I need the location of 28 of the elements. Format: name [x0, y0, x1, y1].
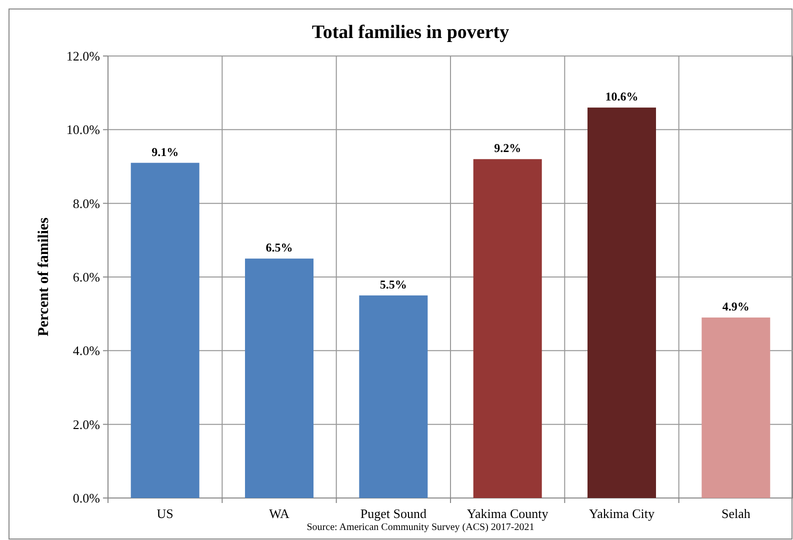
x-tick-label: US [156, 506, 174, 521]
bar [702, 318, 770, 498]
source-note: Source: American Community Survey (ACS) 2017-2021 [306, 522, 534, 533]
x-tick-label: Yakima County [466, 506, 549, 521]
x-tick-label: Yakima City [589, 506, 655, 521]
y-tick-label: 4.0% [72, 343, 100, 358]
data-label: 9.2% [494, 141, 522, 156]
bar [588, 108, 656, 498]
data-label: 4.9% [722, 300, 750, 314]
x-tick-label: WA [269, 506, 290, 521]
data-label: 10.6% [605, 90, 638, 104]
y-axis-title: Percent of families [36, 217, 52, 336]
data-label: 6.5% [266, 240, 293, 255]
data-label: 9.1% [152, 144, 179, 159]
bar [473, 159, 542, 498]
y-tick-label: 2.0% [72, 416, 100, 432]
y-tick-label: 6.0% [72, 270, 100, 285]
y-tick-label: 0.0% [72, 490, 100, 506]
y-tick-label: 10.0% [66, 122, 100, 138]
y-tick-label: 8.0% [72, 196, 100, 211]
y-tick-label: 12.0% [66, 48, 100, 64]
chart-title: Total families in poverty [312, 22, 510, 43]
x-tick-label: Puget Sound [360, 506, 427, 521]
bar [359, 295, 428, 498]
data-label: 5.5% [380, 277, 407, 292]
x-tick-label: Selah [721, 506, 751, 521]
bar [245, 258, 314, 498]
bar [130, 162, 200, 498]
